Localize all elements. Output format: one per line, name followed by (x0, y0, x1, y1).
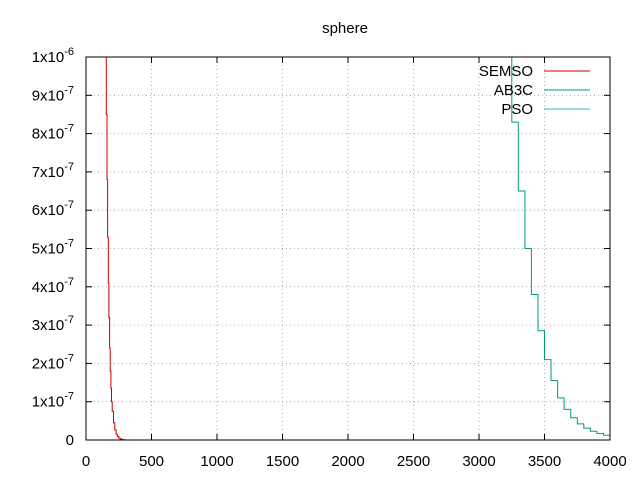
x-tick-label: 1500 (266, 453, 299, 470)
series-line-ab3c (506, 56, 611, 437)
x-tick-label: 0 (82, 453, 90, 470)
plot-frame (85, 56, 611, 441)
x-tick-label: 2000 (331, 453, 364, 470)
y-tick-label: 8x10-7 (32, 123, 74, 143)
y-tick-label: 9x10-7 (32, 84, 74, 104)
y-tick-label: 6x10-7 (32, 199, 74, 219)
x-tick-label: 4000 (593, 453, 626, 470)
legend-label: AB3C (494, 82, 533, 99)
y-tick-label: 3x10-7 (32, 314, 74, 334)
series-line-semso (105, 56, 126, 441)
y-tick-label: 1x10-7 (32, 391, 74, 411)
y-tick-label: 5x10-7 (32, 238, 74, 258)
legend-label: PSO (501, 101, 533, 118)
x-tick-label: 3000 (462, 453, 495, 470)
x-tick-label: 1000 (200, 453, 233, 470)
y-tick-label: 2x10-7 (32, 352, 74, 372)
grid-lines (86, 57, 610, 440)
x-tick-label: 3500 (528, 453, 561, 470)
x-tick-label: 500 (139, 453, 164, 470)
legend-label: SEMSO (479, 63, 533, 80)
y-tick-label: 7x10-7 (32, 161, 74, 181)
y-axis: 0 1x10-7 2x10-7 3x10-7 4x10-7 5x10-7 6x10-7 7x1… (32, 46, 610, 449)
y-tick-label: 4x10-7 (32, 276, 74, 296)
x-tick-label: 2500 (397, 453, 430, 470)
y-tick-label: 1x10-6 (32, 46, 74, 66)
legend: SEMSO AB3C PSO (479, 63, 590, 118)
series-lines (105, 56, 611, 441)
chart-title: sphere (322, 20, 368, 37)
y-tick-label: 0 (66, 432, 74, 449)
x-axis: 0 500 1000 1500 2000 2500 3000 3500 4000 (82, 57, 627, 470)
